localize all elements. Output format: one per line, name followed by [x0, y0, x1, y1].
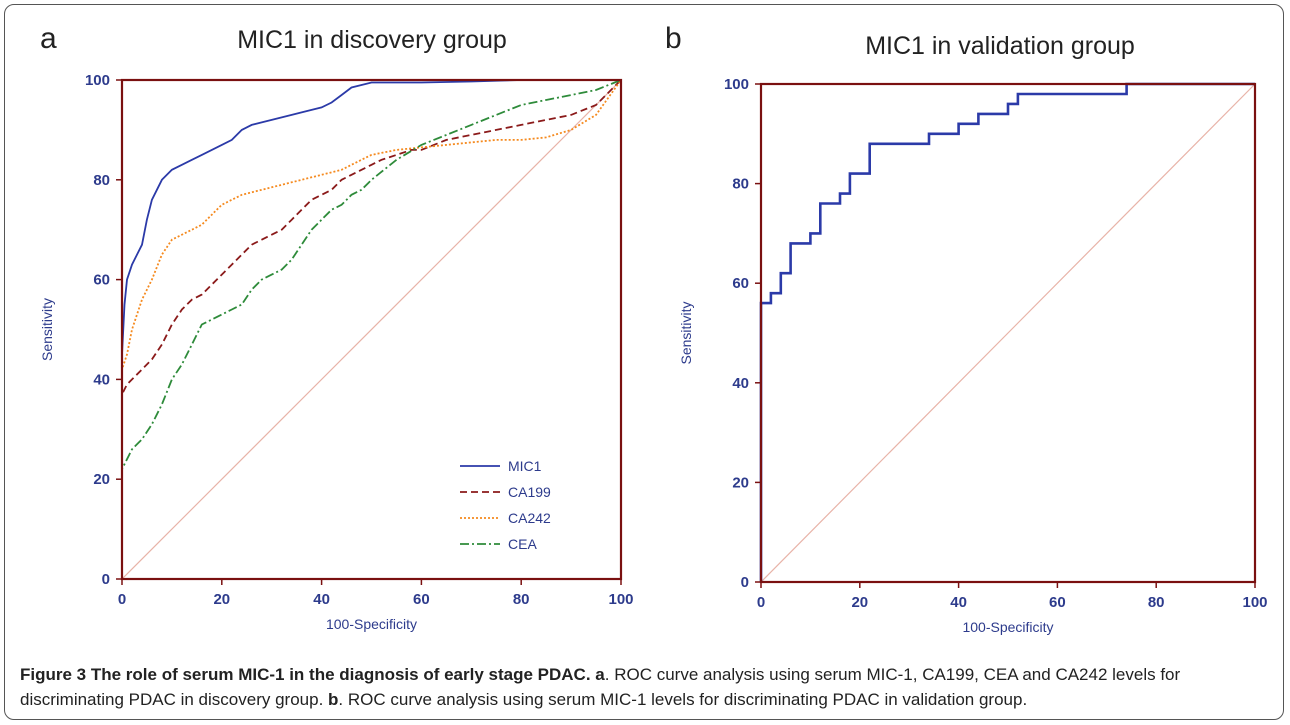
panel-b-x-tick-label: 100	[1242, 594, 1267, 611]
panel-a-y-tick-label: 20	[93, 471, 110, 488]
panel-a: a MIC1 in discovery group 0 20 40 60 80 100 0 2…	[39, 22, 634, 632]
panel-b-y-tick-label: 80	[732, 176, 749, 193]
panel-b-y-tick-label: 20	[732, 474, 749, 491]
panel-b-y-tick-label: 40	[732, 375, 749, 392]
panel-b-x-axis-label: 100-Specificity	[962, 619, 1053, 635]
panel-a-legend-label-ca199: CA199	[508, 484, 551, 500]
panel-a-plot: 0 20 40 60 80 100 0 20 40 60 80 100 100-Specificity S…	[39, 72, 634, 632]
panel-a-y-tick-label: 40	[93, 371, 110, 388]
caption-text-a: . ROC curve analysis using serum MIC-1, …	[20, 665, 1181, 709]
panel-b-x-tick-label: 40	[950, 594, 967, 611]
panel-a-x-axis-label: 100-Specificity	[326, 616, 417, 632]
panel-b-x-tick-label: 20	[851, 594, 868, 611]
panel-b-y-tick-label: 0	[741, 574, 749, 591]
panel-a-title: MIC1 in discovery group	[237, 26, 507, 54]
panel-a-x-tick-label: 0	[118, 591, 126, 608]
panel-b: b MIC1 in validation group 0 20 40 60 80 1000…	[665, 22, 1268, 635]
panel-a-y-axis-label: Sensitivity	[39, 298, 55, 361]
panel-b-y-tick-label: 60	[732, 275, 749, 292]
panel-a-y-tick-label: 0	[102, 571, 110, 588]
figure-caption: Figure 3 The role of serum MIC-1 in the …	[20, 662, 1270, 712]
panel-b-reference-line	[760, 83, 1256, 583]
panel-a-y-tick-label: 100	[85, 72, 110, 89]
panel-a-x-tick-label: 40	[313, 591, 330, 608]
panel-a-y-tick-label: 60	[93, 272, 110, 289]
panel-b-title: MIC1 in validation group	[865, 32, 1135, 60]
panel-a-plot-frame	[120, 78, 623, 581]
panel-a-reference-line	[121, 79, 622, 580]
figure-frame	[4, 4, 1284, 720]
panel-b-x-tick-label: 60	[1049, 594, 1066, 611]
panel-b-y-tick-label: 100	[724, 76, 749, 93]
panel-b-letter: b	[665, 22, 682, 55]
panel-a-series-ca242-line	[121, 79, 622, 579]
caption-title: Figure 3 The role of serum MIC-1 in the …	[20, 665, 591, 684]
panel-a-x-tick-label: 100	[608, 591, 633, 608]
panel-b-x-tick-label: 0	[757, 594, 765, 611]
caption-text-b: . ROC curve analysis using serum MIC-1 l…	[338, 690, 1028, 709]
panel-a-legend-label-cea: CEA	[508, 536, 537, 552]
panel-b-plot-frame	[759, 82, 1257, 584]
panel-a-series-cea-line	[121, 79, 622, 579]
panel-b-x-tick-label: 80	[1148, 594, 1165, 611]
panel-b-y-axis-label: Sensitivity	[678, 301, 694, 364]
caption-label-b: b	[328, 690, 339, 709]
panel-a-letter: a	[40, 22, 57, 55]
panel-a-x-tick-label: 60	[413, 591, 430, 608]
panel-a-y-tick-label: 80	[93, 172, 110, 189]
panel-a-x-tick-label: 80	[513, 591, 530, 608]
panel-b-series-mic1-line	[759, 82, 1255, 582]
panel-a-legend-label-ca242: CA242	[508, 510, 551, 526]
panel-a-x-tick-label: 20	[213, 591, 230, 608]
panel-a-legend-label-mic1: MIC1	[508, 458, 542, 474]
panel-a-series-mic1-line	[121, 79, 621, 579]
caption-label-a: a	[595, 665, 605, 684]
figure-canvas: a MIC1 in discovery group 0 20 40 60 80 100 0 2…	[39, 22, 1268, 635]
panel-b-plot: 0 20 40 60 80 100 0 20 40 60 80 100 100-Specificity S…	[678, 76, 1268, 635]
